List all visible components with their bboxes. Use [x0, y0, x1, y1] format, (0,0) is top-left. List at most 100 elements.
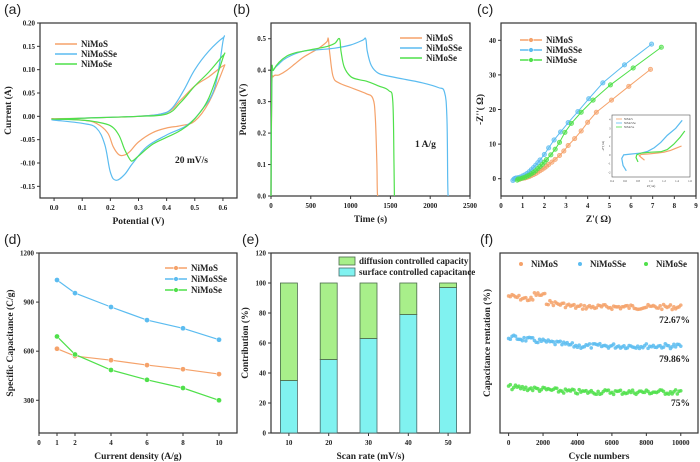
x-tick-label: 1: [55, 439, 59, 447]
data-point: [552, 146, 558, 152]
x-tick-label: 0.6: [219, 204, 228, 212]
y-tick-label: -0.15: [20, 183, 35, 191]
data-point: [572, 388, 576, 392]
data-point: [670, 344, 674, 349]
x-tick-label: 4: [109, 439, 113, 447]
scan-rate-annotation: 20 mV/s: [175, 156, 208, 166]
data-point: [598, 341, 602, 346]
series-line-NiMoSSe: [56, 279, 220, 341]
bar-surface: [279, 380, 298, 434]
x-axis-label: Cycle numbers: [569, 452, 630, 462]
data-point: [180, 325, 186, 332]
chart-a-cv: (a) 0.0 0.1 0.2 0.3 0.4 0.5 0.6 -0.15 -0.10 -0.05 0…: [3, 1, 238, 227]
plot-frame: [38, 252, 238, 434]
data-point: [522, 335, 526, 340]
inset-y-axis-label: -Z''( Ω): [601, 140, 605, 151]
data-point: [590, 97, 596, 103]
y-tick-label: 120: [256, 250, 267, 258]
legend-marker: [173, 287, 179, 293]
series-line-NiMoSe: [51, 52, 226, 162]
data-point: [660, 307, 664, 312]
data-point: [672, 342, 676, 347]
y-tick-label: 0.1: [257, 161, 266, 169]
x-tick-label: 10: [216, 439, 224, 447]
legend-label: NiMoSSe: [546, 45, 582, 55]
data-point: [508, 337, 513, 342]
bar-diffusion: [439, 282, 458, 288]
data-point: [658, 44, 664, 50]
data-point: [630, 65, 636, 71]
data-point: [549, 300, 554, 305]
y-tick-label: 0.10: [23, 66, 36, 74]
y-axis-label: Capacitance rentation (%): [482, 289, 493, 397]
panel-label: (b): [233, 1, 250, 17]
bar-diffusion: [279, 282, 298, 381]
inset-y-tick-label: 3: [609, 126, 611, 130]
y-tick-label: 600: [24, 348, 35, 356]
data-point: [216, 371, 222, 377]
x-tick-label: 0: [499, 202, 503, 210]
inset-legend-label: NiMoSe: [624, 125, 635, 129]
data-point: [108, 304, 114, 310]
x-tick-label: 6: [145, 439, 149, 447]
legend-label: NiMoS: [546, 35, 573, 45]
data-point: [555, 386, 559, 391]
inset-series-NiMoSe: [635, 130, 686, 163]
data-point: [561, 148, 567, 154]
x-axis-label: Current density (A/g): [94, 451, 181, 462]
panel-label: (e): [242, 231, 259, 247]
legend-label: NiMoSSe: [81, 49, 117, 59]
legend-swatch-surface: [338, 267, 356, 277]
y-tick-label: 900: [24, 299, 35, 307]
x-tick-label: 0.2: [106, 204, 115, 212]
y-tick-label: 40: [489, 37, 497, 45]
data-point: [556, 153, 562, 159]
legend-label: NiMoSe: [656, 259, 687, 269]
x-tick-label: 0.5: [190, 204, 199, 212]
inset-y-tick-label: 4: [609, 117, 611, 121]
inset-x-tick-label: 1.6: [688, 179, 692, 183]
inset-y-tick-label: 2: [609, 135, 611, 139]
inset-y-tick-label: -2: [608, 171, 611, 175]
legend-label: NiMoSe: [426, 53, 457, 63]
data-point: [520, 338, 525, 343]
data-point: [626, 83, 632, 89]
legend-marker: [528, 37, 534, 43]
data-point: [558, 129, 564, 135]
data-point: [673, 388, 678, 392]
data-point: [513, 334, 518, 338]
data-point: [600, 80, 606, 86]
legend-marker: [578, 262, 582, 266]
data-point: [558, 339, 563, 344]
data-point: [596, 389, 600, 394]
x-tick-label: 2: [543, 202, 547, 210]
panel-label: (c): [477, 1, 493, 17]
x-tick-label: 20: [325, 439, 333, 447]
data-point: [108, 357, 114, 364]
y-tick-label: 300: [24, 397, 35, 405]
data-point: [543, 157, 549, 163]
inset-x-tick-label: 1.4: [675, 179, 679, 183]
y-tick-label: 0.00: [23, 113, 36, 121]
data-point: [216, 336, 222, 343]
data-point: [579, 303, 583, 307]
y-tick-label: 0.4: [257, 67, 266, 75]
data-point: [649, 41, 655, 47]
data-point: [618, 388, 623, 393]
data-point: [668, 303, 673, 307]
legend-swatch-diffusion: [338, 256, 356, 266]
x-axis-label: Time (s): [354, 214, 387, 225]
x-tick-label: 1000: [344, 202, 359, 210]
data-point: [584, 388, 588, 393]
x-tick-label: 7: [651, 202, 655, 210]
retention-annotation: 75%: [671, 399, 690, 409]
x-tick-label: 0.1: [78, 204, 87, 212]
x-tick-label: 5: [608, 202, 612, 210]
data-point: [144, 317, 150, 323]
data-point: [524, 339, 528, 343]
data-point: [72, 290, 78, 296]
inset-plot: 0.4 0.6 0.8 1.0 1.2 1.4 1.6 -2 -1 0 1 2 3 4 Z'( Ω) -Z''…: [601, 114, 692, 188]
data-point: [670, 307, 674, 312]
data-point: [675, 392, 680, 396]
